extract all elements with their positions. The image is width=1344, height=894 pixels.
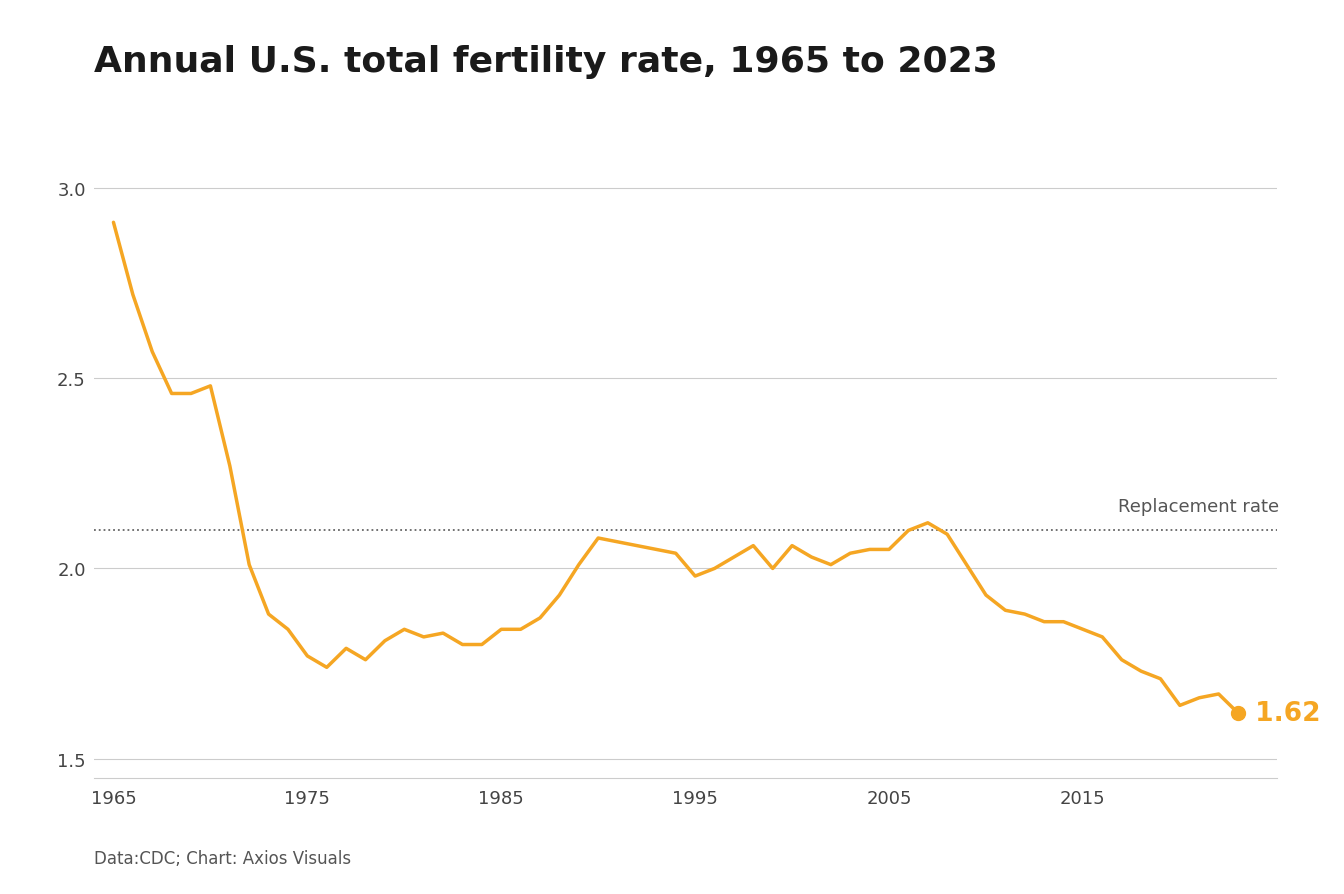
Text: Annual U.S. total fertility rate, 1965 to 2023: Annual U.S. total fertility rate, 1965 t… bbox=[94, 45, 999, 79]
Text: Data:CDC; Chart: Axios Visuals: Data:CDC; Chart: Axios Visuals bbox=[94, 849, 351, 867]
Text: 1.62: 1.62 bbox=[1246, 700, 1320, 726]
Text: Replacement rate: Replacement rate bbox=[1118, 498, 1279, 516]
